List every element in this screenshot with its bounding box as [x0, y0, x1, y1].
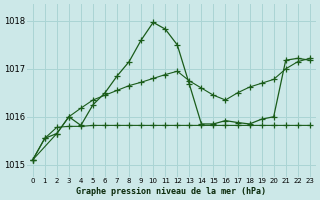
X-axis label: Graphe pression niveau de la mer (hPa): Graphe pression niveau de la mer (hPa)	[76, 187, 266, 196]
